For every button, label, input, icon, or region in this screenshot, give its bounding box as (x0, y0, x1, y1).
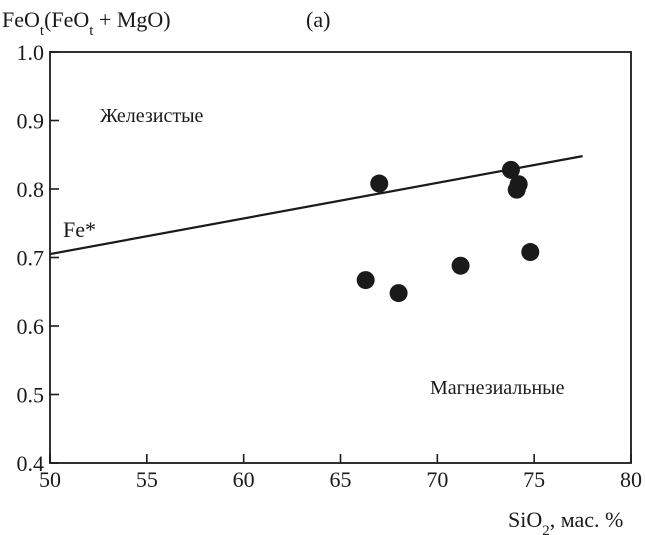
fe-line-label: Fe* (63, 217, 96, 242)
x-axis-ticks: 50 55 60 65 70 75 80 (39, 454, 642, 492)
x-tick-label: 80 (620, 467, 642, 492)
y-axis-title-mid: (FeO (44, 7, 89, 32)
y-axis-ticks: 0.4 0.5 0.6 0.7 0.8 0.9 1.0 (17, 40, 59, 476)
x-tick-label: 75 (523, 467, 545, 492)
data-point (370, 174, 389, 193)
x-tick-label: 70 (426, 467, 448, 492)
data-point (521, 243, 540, 262)
x-axis-title: SiO2, мас. % (508, 507, 623, 535)
x-tick-label: 65 (330, 467, 352, 492)
y-axis-title-end: + MgO) (93, 7, 170, 32)
y-axis-title-sub1: t (40, 23, 45, 39)
x-axis-title-end: , мас. % (550, 507, 624, 532)
y-tick-label: 0.7 (17, 246, 45, 271)
region-label-upper: Железистые (100, 105, 204, 127)
x-axis-title-sub: 2 (542, 523, 550, 535)
y-tick-label: 0.8 (17, 177, 45, 202)
data-point (509, 175, 528, 194)
y-tick-label: 1.0 (17, 40, 45, 65)
x-tick-label: 55 (136, 467, 158, 492)
panel-label: (a) (306, 7, 330, 32)
data-point (451, 256, 470, 275)
x-axis-title-main: SiO (508, 507, 542, 532)
y-axis-title-sub2: t (89, 23, 94, 39)
y-tick-label: 0.9 (17, 109, 45, 134)
data-points (356, 160, 540, 303)
x-tick-label: 60 (233, 467, 255, 492)
y-tick-label: 0.4 (17, 451, 45, 476)
data-point (356, 271, 375, 290)
region-label-lower: Магнезиальные (430, 377, 565, 399)
y-tick-label: 0.6 (17, 314, 45, 339)
y-tick-label: 0.5 (17, 383, 45, 408)
fe-boundary-line (49, 155, 583, 256)
data-point (389, 284, 408, 303)
x-tick-label: 50 (39, 467, 61, 492)
y-axis-title-main: FeO (2, 7, 40, 32)
data-point (501, 160, 520, 179)
y-axis-title: FeOt(FeOt + MgO) (2, 7, 171, 39)
